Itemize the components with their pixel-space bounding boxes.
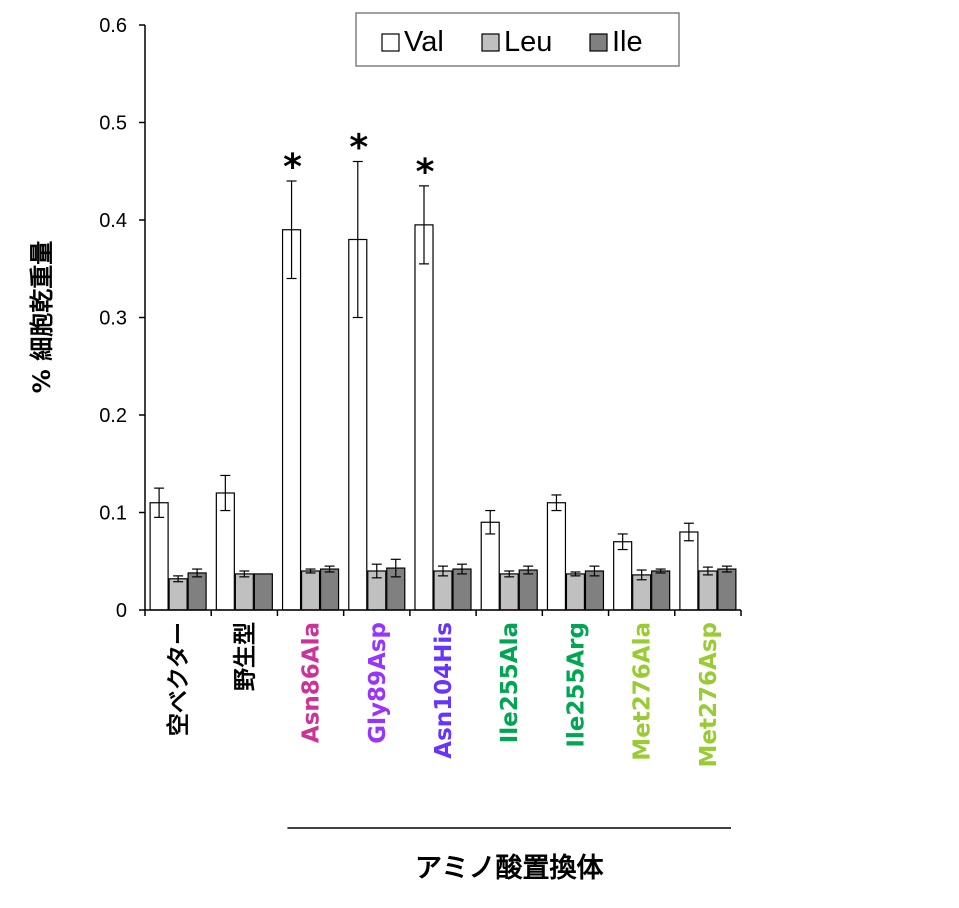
category-label: 空ベクター [165,622,192,736]
legend-label-ile: Ile [612,26,643,58]
bar-ile [253,573,273,611]
legend-label-leu: Leu [504,26,552,58]
category-label: Ile255Arg [563,622,589,748]
bar-ile [518,569,538,611]
bar-leu [499,573,519,611]
bar-ile [584,570,605,611]
significance-star: * [416,152,435,193]
category-labels: 空ベクター 野生型 Asn86Ala Gly89Asp Asn104His Ile255A… [165,622,722,767]
legend-swatch-ile [589,33,608,52]
group-annotation: アミノ酸置換体 [287,827,731,884]
bar-val [414,224,434,611]
significance-marks: * * * [283,128,434,193]
legend-label-val: Val [404,26,444,58]
bar-ile [717,568,737,611]
category-label: Met276Ala [630,622,656,761]
category-label: Asn104His [431,622,457,759]
bar-ile [651,570,671,611]
category-label: 野生型 [232,622,258,691]
y-tick-label: 0.3 [99,308,127,330]
bar-leu [300,570,321,611]
bar-val [480,521,500,611]
y-axis-title: % 細胞乾重量 [28,241,56,393]
category-label: Gly89Asp [365,622,391,744]
legend-swatch-val [381,33,400,52]
legend-box [355,12,680,67]
y-axis: 0 0.1 0.2 0.3 0.4 0.5 0.6 [99,15,146,622]
y-tick-label: 0.1 [99,503,127,525]
bar-val [546,502,567,611]
group-label: アミノ酸置換体 [415,853,604,884]
x-axis [144,609,742,616]
y-tick-label: 0.4 [99,210,127,232]
significance-star: * [283,147,302,188]
bar-val [679,531,699,611]
y-tick-label: 0.6 [99,15,127,37]
bar-leu [433,570,453,611]
bar-leu [565,573,586,611]
y-tick-label: 0.2 [99,405,127,427]
bar-val [281,229,302,611]
bar-ile [319,568,340,611]
legend-swatch-leu [481,33,500,52]
bar-leu [698,570,718,611]
y-tick-label: 0.5 [99,113,127,135]
error-bars [154,160,732,583]
bar-leu [168,578,188,611]
y-tick-label: 0 [116,600,127,622]
bar-ile [187,572,207,611]
legend: Val Leu Ile [355,12,680,67]
bar-val [149,502,169,611]
category-label: Ile255Ala [497,622,523,743]
category-label: Met276Asp [696,622,722,767]
bars [149,224,737,611]
bar-leu [234,573,254,611]
category-label: Asn86Ala [299,622,325,743]
significance-star: * [349,128,368,169]
bar-ile [452,568,472,611]
bar-val [613,541,633,611]
